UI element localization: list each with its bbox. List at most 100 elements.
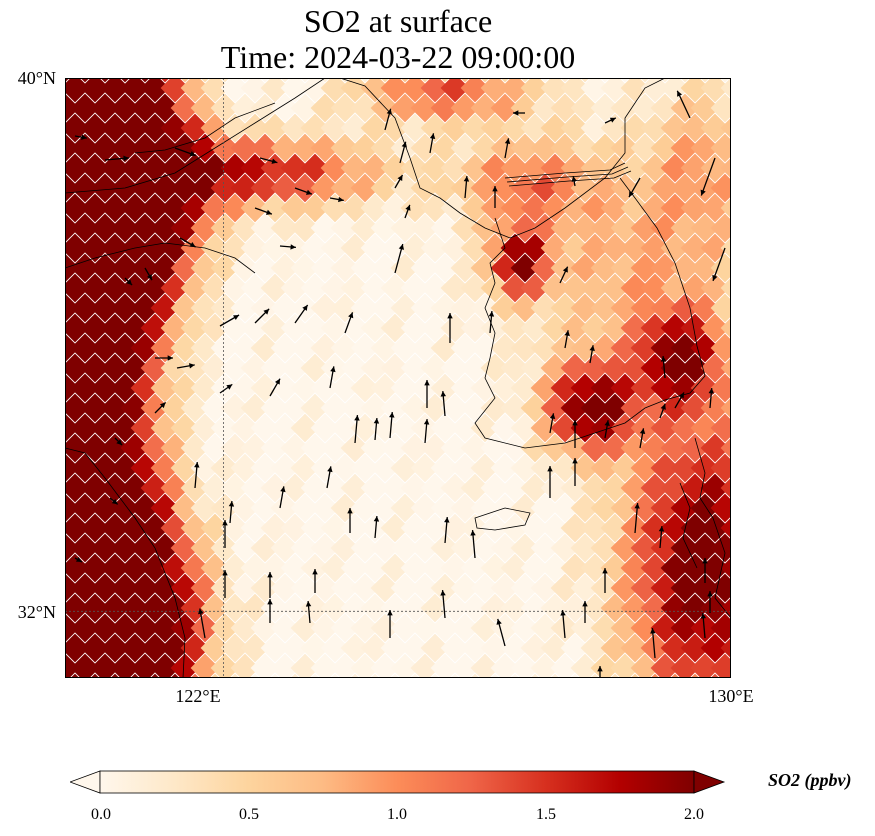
so2-cell (140, 153, 170, 183)
so2-cell (720, 517, 731, 539)
so2-cell (220, 593, 250, 623)
so2-cell (560, 193, 590, 223)
wind-vector-arrow-icon (344, 312, 354, 334)
wind-vector-arrow-icon (354, 415, 360, 444)
so2-cell (160, 353, 190, 383)
so2-cell (390, 293, 420, 323)
wind-vector-arrow-icon (222, 570, 228, 598)
so2-cell (370, 373, 400, 403)
so2-cell (470, 573, 500, 603)
so2-cell (230, 213, 260, 243)
so2-cell (530, 293, 560, 323)
colorbar-gradient (99, 770, 695, 794)
so2-cell (240, 473, 270, 503)
so2-cell (310, 493, 340, 523)
so2-cell (490, 673, 500, 678)
so2-cell (540, 513, 570, 543)
so2-cell (65, 313, 90, 343)
so2-cell (600, 393, 630, 423)
so2-cell (560, 553, 590, 583)
so2-cell (200, 393, 230, 423)
so2-cell (420, 113, 450, 143)
so2-cell (230, 373, 260, 403)
so2-cell (590, 173, 620, 203)
so2-cell (610, 533, 640, 563)
so2-cell (240, 78, 270, 103)
so2-cell (560, 78, 590, 103)
so2-cell (290, 413, 320, 443)
so2-cell (430, 373, 460, 403)
so2-cell (340, 473, 370, 503)
so2-cell (180, 78, 190, 83)
wind-vector-arrow-icon (549, 413, 556, 434)
so2-cell (600, 513, 630, 543)
so2-cell (570, 493, 600, 523)
so2-cell (180, 113, 210, 143)
so2-cell (720, 437, 731, 459)
so2-cell (100, 233, 130, 263)
so2-cell (260, 353, 290, 383)
so2-cell (680, 78, 690, 83)
so2-cell (570, 613, 600, 643)
so2-cell (480, 273, 510, 303)
so2-cell (360, 78, 370, 83)
so2-cell (710, 373, 731, 403)
so2-cell (80, 553, 110, 583)
wind-vector-arrow-icon (513, 110, 525, 116)
so2-cell (80, 393, 110, 423)
so2-cell (100, 513, 130, 543)
so2-cell (380, 78, 390, 83)
so2-cell (600, 233, 630, 263)
so2-cell (350, 213, 380, 243)
so2-cell (460, 393, 490, 423)
so2-cell (320, 473, 350, 503)
so2-cell (710, 293, 731, 323)
so2-cell (540, 473, 570, 503)
so2-cell (450, 533, 480, 563)
so2-cell (680, 393, 710, 423)
so2-cell (570, 673, 580, 678)
so2-cell (200, 78, 230, 103)
so2-cell (520, 513, 550, 543)
colorbar-label: SO2 (ppbv) (768, 770, 852, 790)
so2-cell (420, 513, 450, 543)
so2-cell (620, 433, 650, 463)
wind-vector-arrow-icon (571, 176, 577, 187)
so2-cell (180, 193, 210, 223)
so2-cell (530, 653, 560, 678)
so2-cell (490, 93, 520, 123)
so2-cell (250, 653, 280, 678)
so2-cell (560, 153, 590, 183)
so2-cell (410, 93, 440, 123)
wind-vector-arrow-icon (305, 601, 312, 624)
so2-cell (120, 353, 150, 383)
so2-cell (570, 573, 600, 603)
so2-cell (500, 353, 530, 383)
so2-cell (590, 133, 620, 163)
so2-cell (170, 493, 200, 523)
so2-cell (710, 93, 731, 123)
gridlines (65, 78, 731, 678)
so2-cell (640, 393, 670, 423)
so2-cell (450, 573, 480, 603)
so2-cell (640, 113, 670, 143)
so2-cell (140, 433, 170, 463)
so2-cell (420, 78, 430, 83)
so2-cell (100, 353, 130, 383)
so2-cell (260, 553, 290, 583)
so2-cell (720, 357, 731, 379)
so2-cell (460, 113, 490, 143)
so2-cell (680, 153, 710, 183)
so2-cell (70, 573, 100, 603)
so2-cell (100, 153, 130, 183)
so2-cell (390, 453, 420, 483)
wind-vector-arrow-icon (504, 138, 511, 159)
so2-cell (120, 553, 150, 583)
so2-cell (140, 193, 170, 223)
so2-cell (200, 353, 230, 383)
so2-cell (420, 273, 450, 303)
so2-cell (330, 493, 360, 523)
so2-cell (130, 173, 160, 203)
so2-cell (220, 153, 250, 183)
so2-cell (200, 633, 230, 663)
